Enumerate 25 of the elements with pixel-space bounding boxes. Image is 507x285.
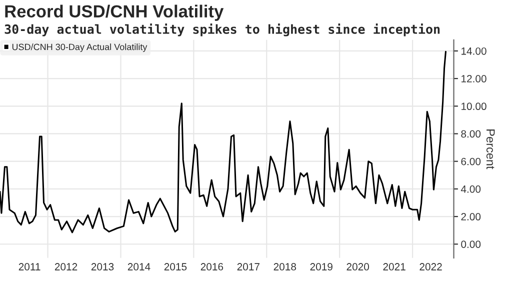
chart-subtitle: 30-day actual volatility spikes to highest since inception — [4, 24, 440, 36]
x-tick-label: 2014 — [128, 263, 150, 270]
y-tick-label: 0.00 — [461, 240, 481, 248]
chart-title: Record USD/CNH Volatility — [5, 4, 224, 21]
line-series — [0, 50, 447, 234]
y-tick-label: 8.00 — [461, 130, 481, 138]
y-tick-label: 6.00 — [461, 158, 481, 166]
x-tick-label: 2016 — [200, 263, 224, 270]
x-tick-label: 2022 — [420, 263, 442, 270]
x-tick-label: 2021 — [383, 263, 406, 270]
y-tick-label: 4.00 — [460, 185, 481, 193]
x-tick-label: 2018 — [274, 263, 296, 270]
x-tick-label: 2015 — [164, 263, 187, 270]
x-tick-label: 2012 — [54, 263, 78, 270]
x-tick-label: 2011 — [18, 263, 40, 270]
x-tick-label: 2013 — [91, 263, 114, 270]
y-tick-label: 12.00 — [462, 75, 486, 82]
y-tick-label: 14.00 — [462, 47, 486, 55]
y-tick-label: 10.00 — [462, 102, 486, 110]
y-axis-title: Percent — [486, 130, 495, 170]
x-tick-label: 2020 — [346, 263, 370, 270]
x-tick-label: 2017 — [237, 263, 260, 270]
legend-label: USD/CNH 30-Day Actual Volatility — [12, 44, 148, 52]
y-tick-label: 2.00 — [461, 213, 481, 220]
x-tick-label: 2019 — [310, 263, 332, 270]
